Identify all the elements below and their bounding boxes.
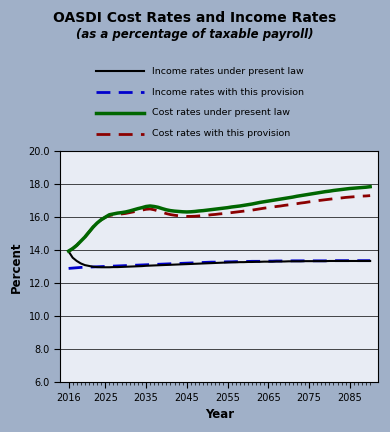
Text: Cost rates with this provision: Cost rates with this provision bbox=[152, 129, 290, 138]
Text: OASDI Cost Rates and Income Rates: OASDI Cost Rates and Income Rates bbox=[53, 11, 337, 25]
Text: Income rates under present law: Income rates under present law bbox=[152, 67, 304, 76]
Text: Income rates with this provision: Income rates with this provision bbox=[152, 88, 304, 96]
Text: Cost rates under present law: Cost rates under present law bbox=[152, 108, 290, 118]
Text: (as a percentage of taxable payroll): (as a percentage of taxable payroll) bbox=[76, 28, 314, 41]
X-axis label: Year: Year bbox=[205, 408, 234, 421]
Y-axis label: Percent: Percent bbox=[10, 241, 23, 292]
